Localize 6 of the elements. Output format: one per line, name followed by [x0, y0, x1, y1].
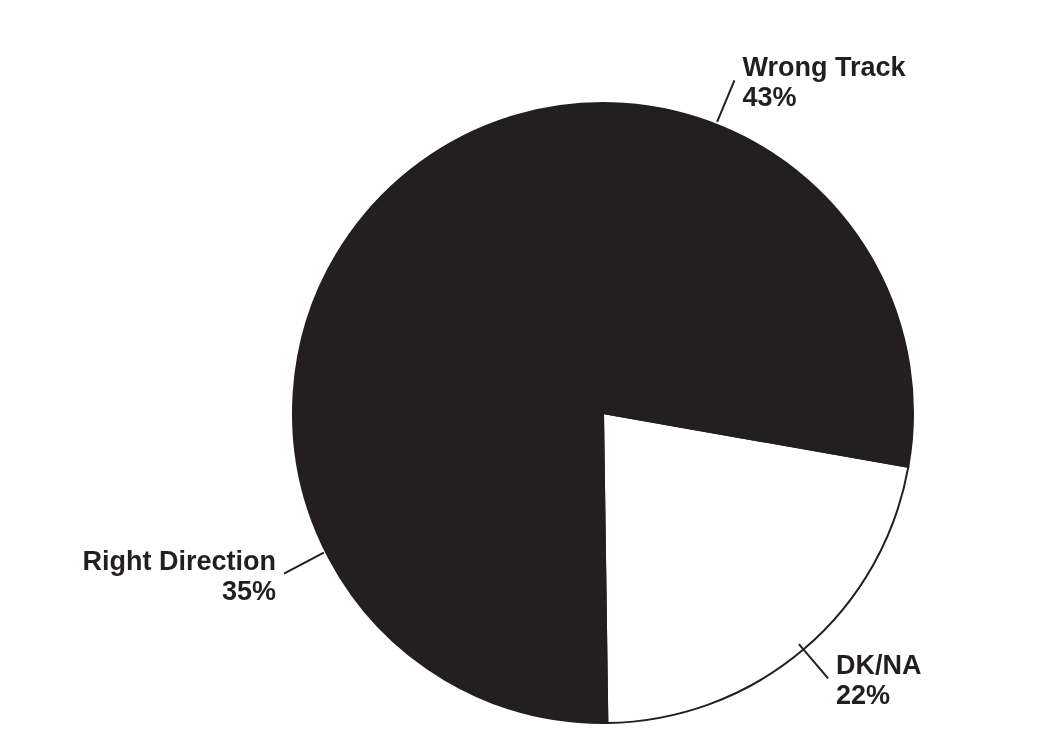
slice-label: DK/NA — [836, 650, 922, 681]
data-label: 22% — [836, 680, 891, 711]
slice-label: Wrong Track — [742, 52, 907, 83]
data-label: 43% — [742, 82, 797, 113]
data-label: 35% — [221, 575, 276, 606]
slice-label: Right Direction — [82, 545, 276, 576]
